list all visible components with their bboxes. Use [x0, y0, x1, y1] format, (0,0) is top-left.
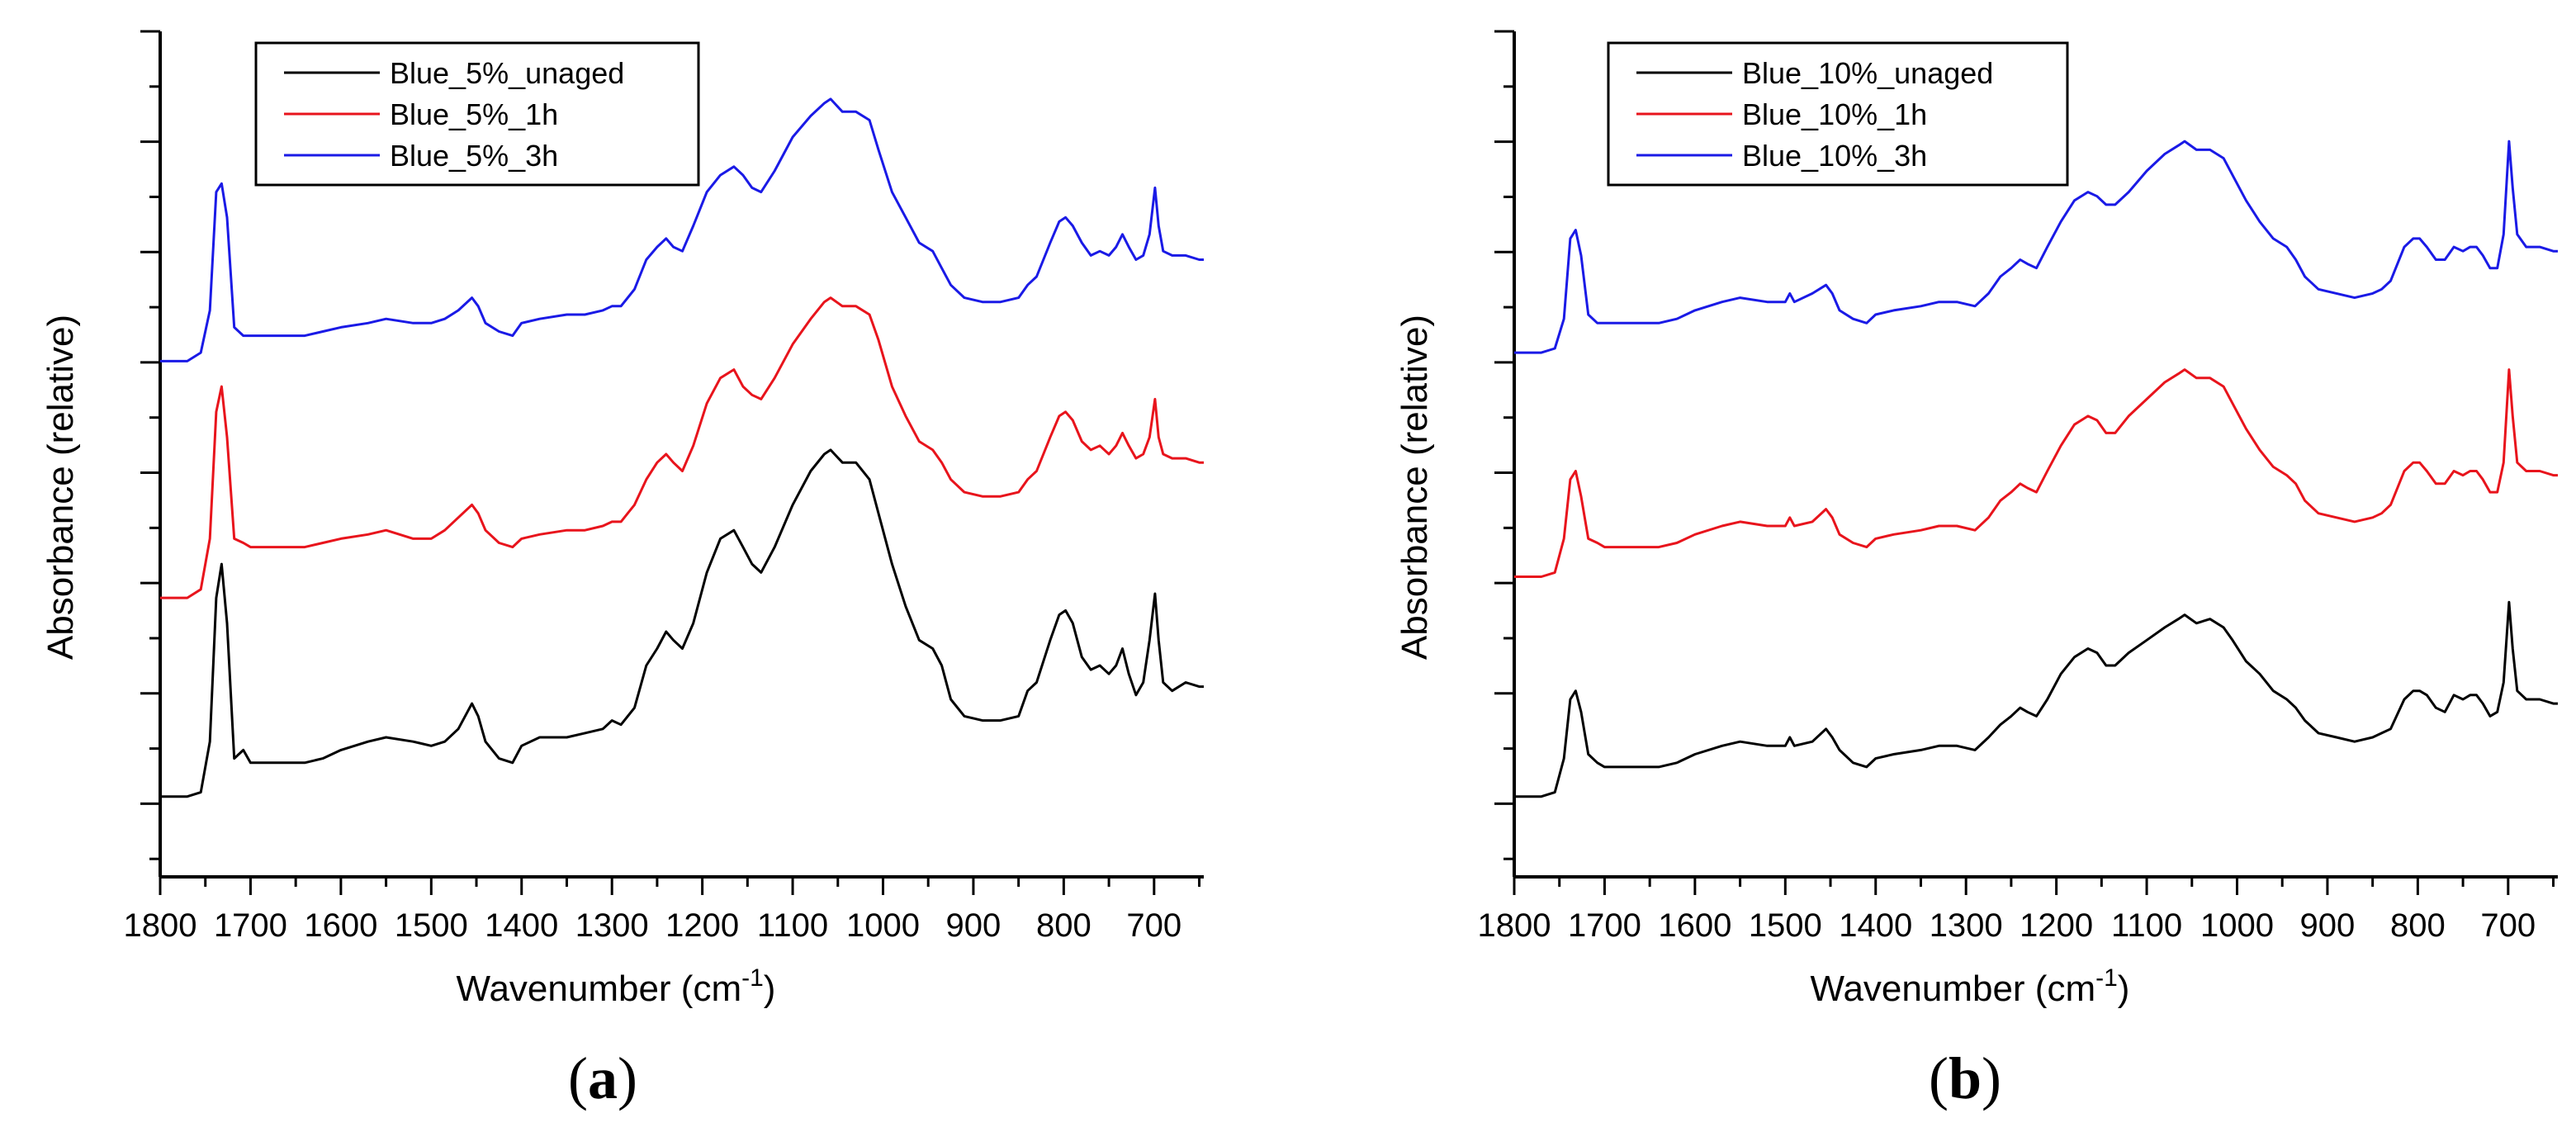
series-line-Blue_5%_1h — [160, 296, 1204, 599]
x-axis-label-name: Wavenumber — [1811, 969, 2035, 1009]
x-axis-label: Wavenumber (cm-1) — [457, 964, 776, 1009]
legend-label: Blue_10%_unaged — [1742, 56, 1993, 90]
x-axis-label: Wavenumber (cm-1) — [1811, 964, 2130, 1009]
legend-label: Blue_10%_1h — [1742, 97, 1927, 131]
x-tick-label: 700 — [1126, 907, 1181, 944]
x-tick-label: 1100 — [2111, 907, 2182, 944]
x-tick-label: 1300 — [575, 907, 649, 944]
x-tick-label: 900 — [2300, 907, 2356, 944]
panel-label-letter: b — [1949, 1045, 1982, 1111]
x-tick-label: 800 — [1036, 907, 1091, 944]
legend-label: Blue_5%_unaged — [390, 56, 624, 90]
panel-label-open: ( — [568, 1045, 588, 1111]
legend: Blue_10%_unaged Blue_10%_1h Blue_10%_3h — [1607, 41, 2069, 187]
x-axis-label-unit-open: (cm — [681, 969, 741, 1009]
x-axis-label-unit-open: (cm — [2035, 969, 2095, 1009]
panel-b: 1800 1700 1600 1500 1400 1300 1200 1100 1000 900 8… — [1395, 30, 2558, 1111]
y-axis-label: Absorbance (relative) — [1395, 315, 1435, 660]
series-line-Blue_10%_3h — [1514, 140, 2558, 354]
legend-label: Blue_10%_3h — [1742, 139, 1927, 173]
x-tick-label: 1200 — [2020, 907, 2093, 944]
x-tick-label: 700 — [2480, 907, 2536, 944]
x-tick-label: 800 — [2390, 907, 2446, 944]
x-tick-label: 1600 — [304, 907, 377, 944]
x-tick-label: 1500 — [1749, 907, 1822, 944]
x-tick-label: 1100 — [757, 907, 828, 944]
x-tick-label: 1800 — [124, 907, 197, 944]
panel-label-close: ) — [1982, 1045, 2001, 1111]
x-tick-label: 1800 — [1478, 907, 1551, 944]
legend-label: Blue_5%_1h — [390, 97, 558, 131]
x-tick-label: 1200 — [665, 907, 739, 944]
x-axis-label-unit-close: ) — [2118, 969, 2130, 1009]
panel-label: (a) — [568, 1045, 637, 1111]
panel-label-letter: a — [588, 1045, 618, 1111]
x-tick-label: 1000 — [2200, 907, 2274, 944]
x-tick-label: 1000 — [846, 907, 920, 944]
x-tick-label: 1400 — [485, 907, 558, 944]
x-tick-label: 1400 — [1839, 907, 1912, 944]
panel-label: (b) — [1929, 1045, 2001, 1111]
legend: Blue_5%_unaged Blue_5%_1h Blue_5%_3h — [254, 41, 700, 187]
x-axis-label-unit-sup: -1 — [2095, 964, 2118, 992]
series-line-Blue_5%_3h — [160, 97, 1204, 362]
x-axis-label-name: Wavenumber — [457, 969, 681, 1009]
series-line-Blue_10%_unaged — [1514, 600, 2558, 798]
x-tick-label: 1500 — [395, 907, 468, 944]
x-tick-label: 1700 — [214, 907, 287, 944]
panel-label-open: ( — [1929, 1045, 1949, 1111]
x-tick-label: 1600 — [1658, 907, 1731, 944]
panel-label-close: ) — [618, 1045, 637, 1111]
legend-label: Blue_5%_3h — [390, 139, 558, 173]
x-tick-label: 1300 — [1930, 907, 2003, 944]
series-line-Blue_10%_1h — [1514, 368, 2558, 578]
x-tick-label: 1700 — [1568, 907, 1641, 944]
panel-a: 1800 1700 1600 1500 1400 1300 1200 1100 1000 900 8… — [40, 30, 1204, 1111]
x-tick-label: 900 — [946, 907, 1002, 944]
x-axis-label-unit-close: ) — [764, 969, 776, 1009]
x-axis-label-unit-sup: -1 — [741, 964, 764, 992]
y-axis-label: Absorbance (relative) — [40, 315, 81, 660]
series-line-Blue_5%_unaged — [160, 448, 1204, 798]
